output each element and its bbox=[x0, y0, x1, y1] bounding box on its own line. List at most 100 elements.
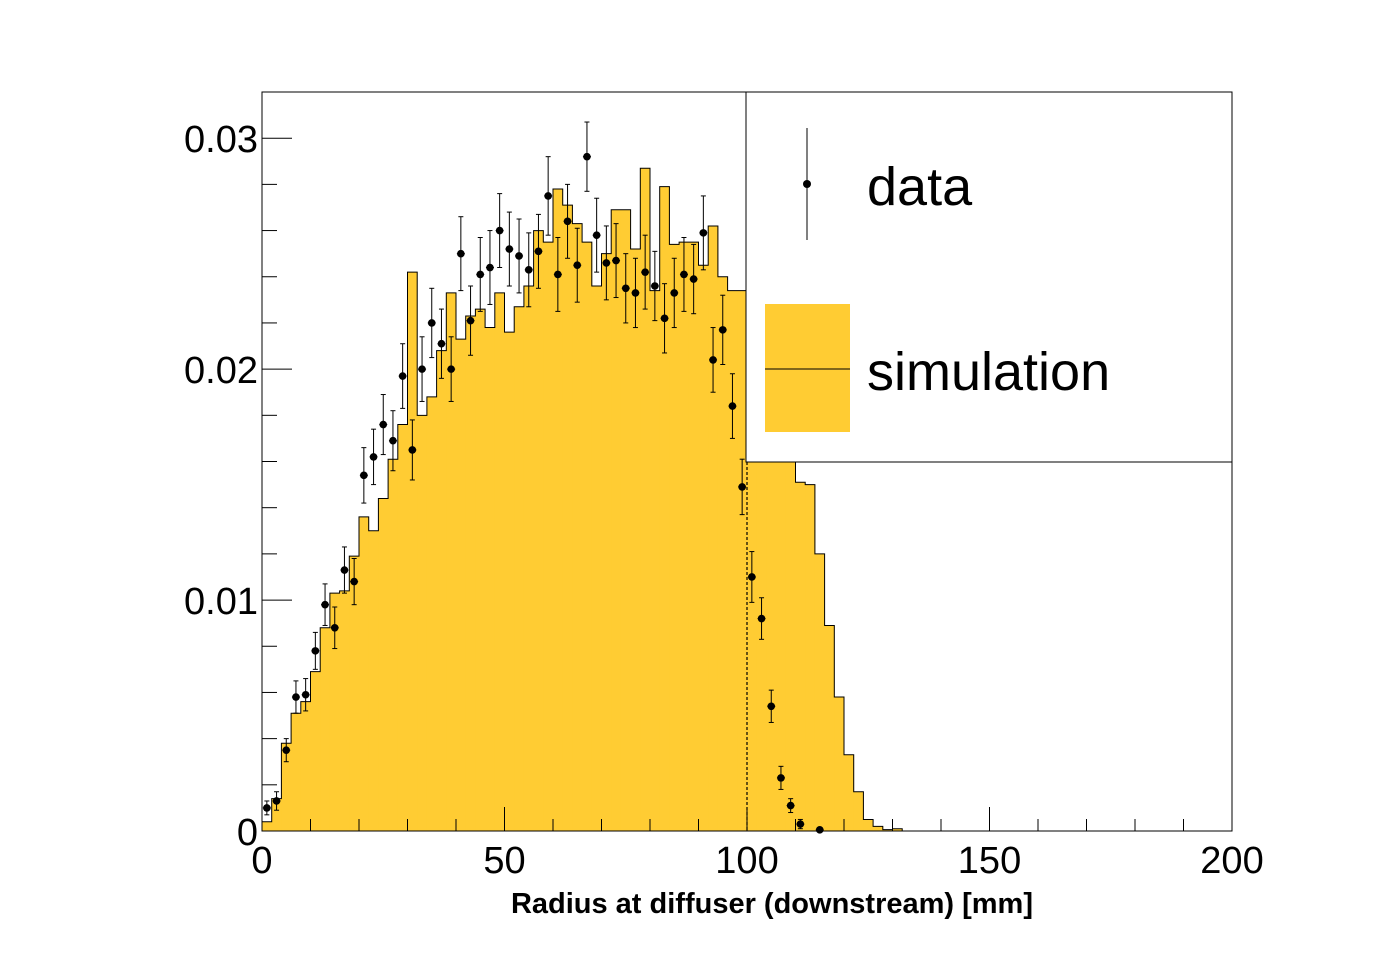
sim-bin bbox=[553, 188, 564, 831]
sim-bin bbox=[727, 290, 738, 831]
data-point bbox=[650, 250, 659, 322]
data-point bbox=[641, 234, 650, 310]
data-point bbox=[534, 213, 543, 289]
sim-bin bbox=[281, 743, 292, 831]
data-point bbox=[767, 689, 776, 723]
x-tick-label: 150 bbox=[958, 840, 1021, 882]
sim-bin bbox=[533, 230, 544, 831]
data-point bbox=[321, 583, 330, 626]
sim-bin bbox=[892, 828, 903, 831]
data-point bbox=[573, 227, 582, 303]
sim-bin bbox=[620, 209, 631, 831]
data-point bbox=[612, 223, 621, 299]
sim-bin bbox=[271, 798, 282, 831]
sim-bin bbox=[475, 309, 486, 831]
sim-bin bbox=[591, 285, 602, 831]
data-point bbox=[291, 680, 300, 714]
sim-bin bbox=[611, 209, 622, 831]
y-tick-label: 0.03 bbox=[184, 119, 258, 161]
data-point bbox=[699, 195, 708, 271]
data-point bbox=[272, 791, 281, 811]
sim-bin bbox=[844, 754, 855, 831]
sim-bin bbox=[814, 553, 825, 831]
x-tick-label: 100 bbox=[715, 840, 778, 882]
sim-bin bbox=[543, 242, 554, 831]
sim-bin bbox=[407, 272, 418, 832]
sim-bin bbox=[708, 225, 719, 832]
data-point bbox=[408, 419, 417, 481]
sim-bin bbox=[329, 593, 340, 831]
data-point bbox=[350, 557, 359, 606]
sim-bin bbox=[863, 819, 874, 831]
sim-bin bbox=[465, 316, 476, 831]
sim-bin bbox=[426, 396, 437, 831]
x-tick-label: 200 bbox=[1200, 840, 1263, 882]
sim-bin bbox=[785, 394, 796, 831]
y-tick-label: 0 bbox=[237, 812, 258, 854]
data-point bbox=[379, 394, 388, 456]
sim-bin bbox=[504, 332, 515, 831]
sim-bin bbox=[397, 424, 408, 831]
data-point bbox=[505, 211, 514, 287]
data-point bbox=[485, 230, 494, 305]
sim-bin bbox=[562, 205, 573, 832]
data-point bbox=[262, 800, 271, 816]
sim-bin bbox=[776, 373, 787, 831]
sim-bin bbox=[359, 516, 370, 831]
data-point bbox=[476, 236, 485, 312]
sim-bin bbox=[630, 249, 641, 832]
sim-bin bbox=[747, 265, 758, 831]
legend-data-marker bbox=[803, 180, 811, 188]
sim-bin bbox=[572, 223, 583, 831]
data-point bbox=[515, 218, 524, 294]
data-point bbox=[524, 232, 533, 308]
sim-bin bbox=[456, 339, 467, 831]
sim-bin bbox=[368, 530, 379, 831]
simulation-histogram-fill bbox=[262, 168, 903, 832]
x-axis-title: Radius at diffuser (downstream) [mm] bbox=[511, 888, 1033, 920]
data-point bbox=[776, 765, 785, 790]
data-point bbox=[796, 818, 805, 830]
sim-bin bbox=[853, 791, 864, 831]
sim-bin bbox=[485, 327, 496, 831]
sim-bin bbox=[349, 556, 360, 831]
y-tick-label: 0.02 bbox=[184, 350, 258, 392]
sim-bin bbox=[582, 242, 593, 831]
sim-bin bbox=[834, 697, 845, 831]
sim-bin bbox=[446, 292, 457, 831]
data-point bbox=[495, 193, 504, 269]
data-point bbox=[747, 551, 756, 603]
sim-bin bbox=[805, 484, 816, 831]
sim-bin bbox=[378, 498, 389, 831]
sim-bin bbox=[795, 482, 806, 831]
data-points bbox=[262, 121, 824, 834]
sim-bin bbox=[601, 253, 612, 831]
data-point bbox=[563, 183, 572, 259]
data-point bbox=[456, 216, 465, 292]
data-point bbox=[359, 447, 368, 504]
sim-bin bbox=[388, 459, 399, 831]
data-point bbox=[437, 308, 446, 379]
data-point bbox=[621, 253, 630, 324]
sim-bin bbox=[436, 350, 447, 831]
data-point bbox=[301, 678, 310, 712]
sim-bin bbox=[688, 242, 699, 831]
sim-bin bbox=[698, 265, 709, 831]
x-axis: 0 50 100 150 200 bbox=[251, 807, 1264, 882]
sim-bin bbox=[291, 713, 302, 831]
sim-bin bbox=[320, 627, 331, 831]
data-point bbox=[553, 236, 562, 312]
data-point bbox=[330, 606, 339, 650]
data-point bbox=[689, 243, 698, 315]
data-point bbox=[592, 197, 601, 273]
data-point bbox=[340, 546, 349, 594]
sim-bin bbox=[737, 290, 748, 831]
y-tick-label: 0.01 bbox=[184, 581, 258, 623]
data-point bbox=[427, 287, 436, 359]
sim-bin bbox=[756, 258, 767, 831]
sim-bin bbox=[669, 244, 680, 831]
data-point bbox=[447, 336, 456, 402]
sim-bin bbox=[640, 168, 651, 832]
sim-bin bbox=[310, 671, 321, 831]
